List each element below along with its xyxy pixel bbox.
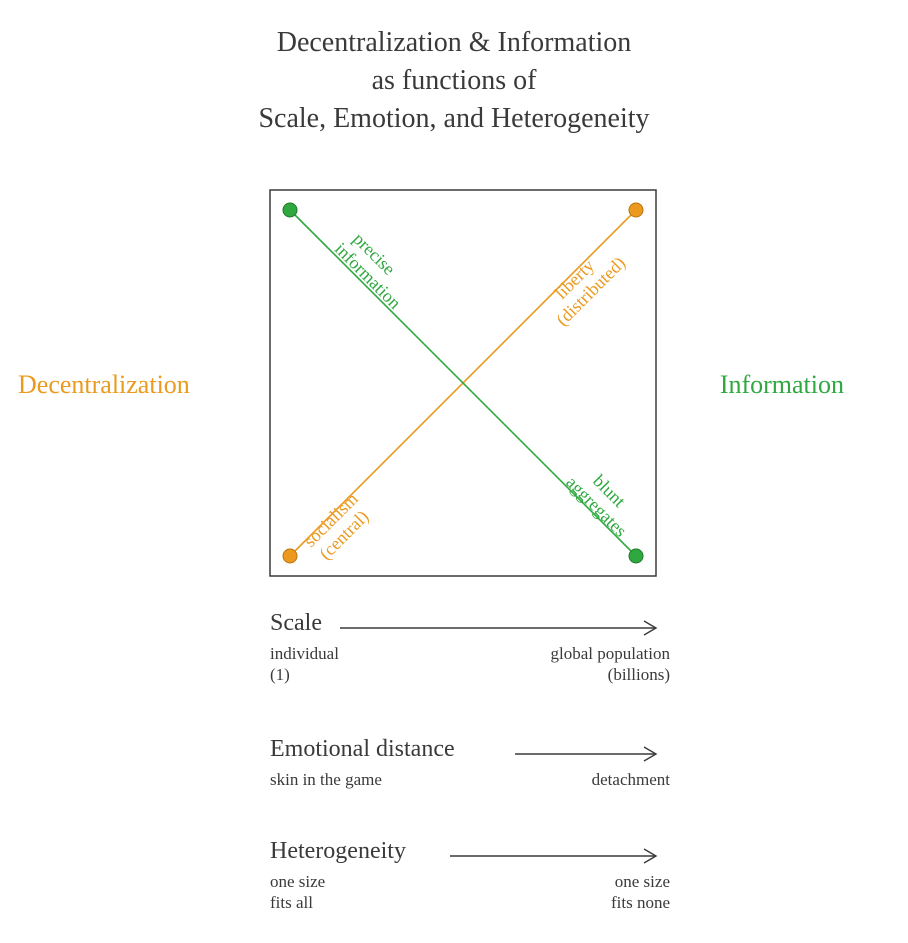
axis-emotion-right: detachment — [592, 769, 670, 790]
axis-hetero-left: one size fits all — [270, 871, 325, 914]
label-blunt-aggregates: blunt aggregates — [562, 458, 645, 541]
axis-scale: Scale individual (1) global population (… — [270, 610, 670, 686]
axis-hetero: Heterogeneity one size fits all one size… — [270, 838, 670, 914]
axis-emotion-title: Emotional distance — [270, 736, 455, 763]
information-end-dot — [629, 549, 643, 563]
diagram-svg: precise information blunt aggregates lib… — [0, 0, 908, 943]
information-start-dot — [283, 203, 297, 217]
axis-scale-title: Scale — [270, 610, 322, 637]
decentralization-end-dot — [629, 203, 643, 217]
axis-emotion-left: skin in the game — [270, 769, 382, 790]
label-socialism: socialism (central) — [300, 489, 377, 566]
label-liberty: liberty (distributed) — [538, 238, 630, 330]
axis-scale-left: individual (1) — [270, 643, 339, 686]
axis-emotion: Emotional distance skin in the game deta… — [270, 736, 670, 790]
axis-hetero-title: Heterogeneity — [270, 838, 406, 865]
label-precise-information: precise information — [331, 224, 419, 312]
axis-scale-right: global population (billions) — [551, 643, 670, 686]
decentralization-start-dot — [283, 549, 297, 563]
axis-hetero-right: one size fits none — [611, 871, 670, 914]
